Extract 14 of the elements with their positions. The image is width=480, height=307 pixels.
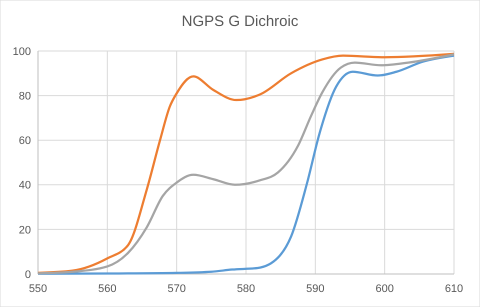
y-tick-label: 60 xyxy=(18,135,31,148)
x-tick-label: 560 xyxy=(98,283,117,295)
y-tick-label: 100 xyxy=(12,46,31,58)
y-tick-label: 80 xyxy=(18,90,31,102)
chart-title: NGPS G Dichroic xyxy=(182,13,299,30)
y-tick-label: 20 xyxy=(18,224,31,236)
x-tick-label: 600 xyxy=(375,283,394,295)
x-tick-label: 610 xyxy=(444,283,464,295)
x-tick-label: 570 xyxy=(167,283,186,295)
x-tick-label: 590 xyxy=(306,283,325,295)
x-tick-label: 550 xyxy=(28,283,48,295)
y-tick-label: 40 xyxy=(18,180,31,192)
x-tick-label: 580 xyxy=(236,283,256,295)
y-tick-label: 0 xyxy=(24,268,31,281)
